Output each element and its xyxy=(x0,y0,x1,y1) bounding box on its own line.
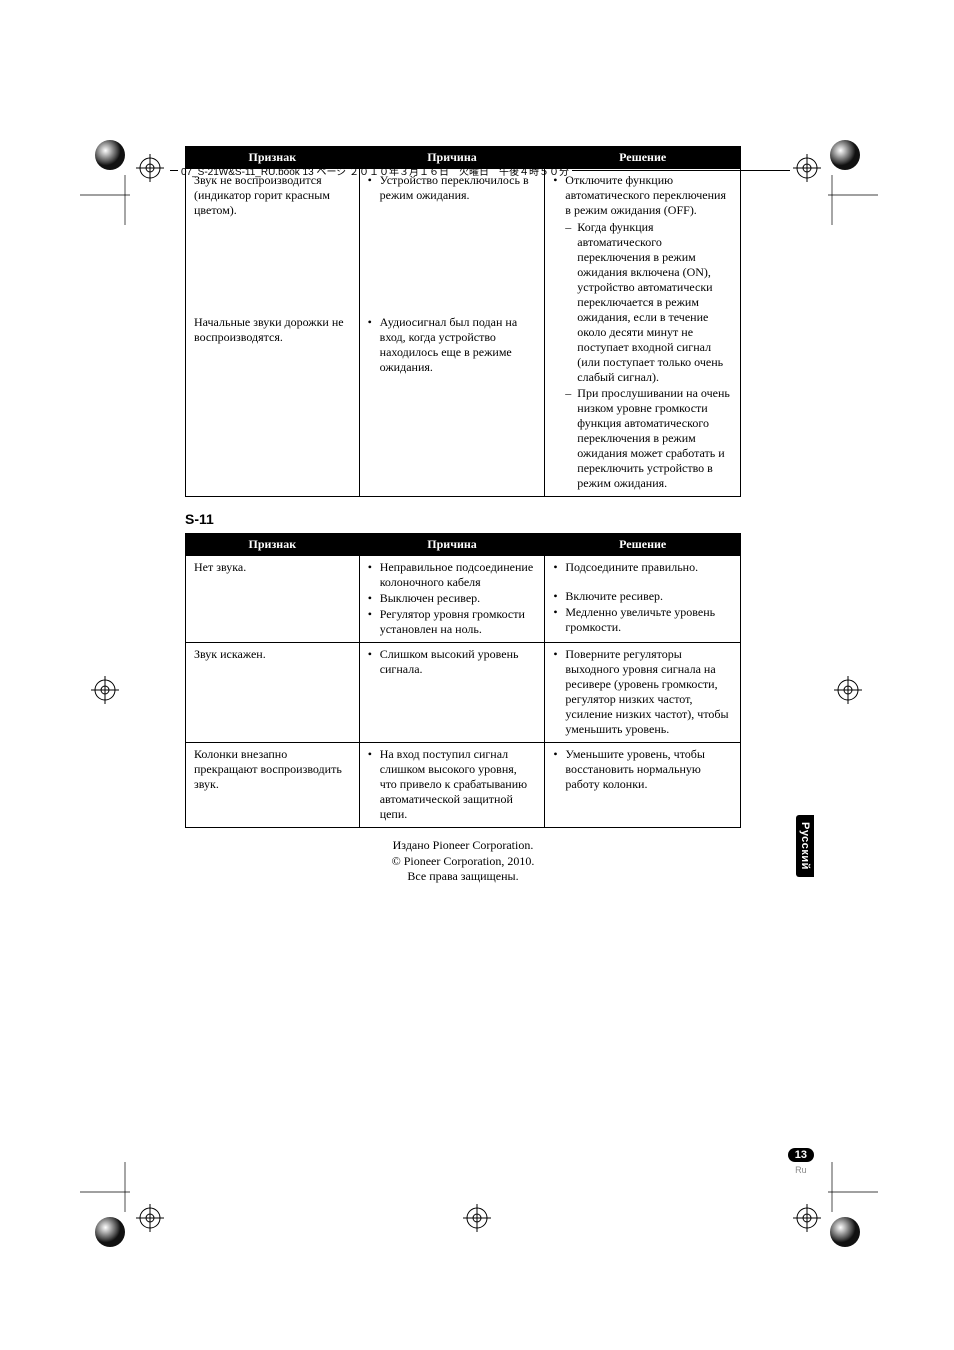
th-symptom: Признак xyxy=(186,147,360,169)
th-cause: Причина xyxy=(359,147,545,169)
solution-item: Поверните регуляторы выходного уровня си… xyxy=(553,647,732,737)
cell-cause: На вход поступил сигнал слишком высокого… xyxy=(359,743,545,828)
footer-line: Издано Pioneer Corporation. xyxy=(185,838,741,854)
section-title: S-11 xyxy=(185,511,775,527)
th-cause: Причина xyxy=(359,534,545,556)
solution-sub: Когда функция автоматического переключен… xyxy=(565,220,732,385)
footer-block: Издано Pioneer Corporation. © Pioneer Co… xyxy=(185,838,741,885)
cell-cause: Устройство переключилось в режим ожидани… xyxy=(359,169,545,312)
cell-cause: Слишком высокий уровень сигнала. xyxy=(359,643,545,743)
cell-cause: Неправильное подсоединение колоночного к… xyxy=(359,556,545,643)
cause-item: Аудиосигнал был подан на вход, когда уст… xyxy=(368,315,537,375)
solution-item: Включите ресивер. xyxy=(553,589,732,604)
cell-solution: Поверните регуляторы выходного уровня си… xyxy=(545,643,741,743)
troubleshoot-table-1: Признак Причина Решение Звук не воспроиз… xyxy=(185,146,741,497)
cause-item: Неправильное подсоединение колоночного к… xyxy=(368,560,537,590)
troubleshoot-table-2: Признак Причина Решение Нет звука. Непра… xyxy=(185,533,741,828)
th-solution: Решение xyxy=(545,147,741,169)
cause-item: Слишком высокий уровень сигнала. xyxy=(368,647,537,677)
solution-item: Уменьшите уровень, чтобы восстановить но… xyxy=(553,747,732,792)
solution-intro: Отключите функцию автоматического перекл… xyxy=(565,173,726,217)
footer-line: Все права защищены. xyxy=(185,869,741,885)
footer-line: © Pioneer Corporation, 2010. xyxy=(185,854,741,870)
cell-symptom: Начальные звуки дорожки не воспроизводят… xyxy=(186,311,360,496)
th-symptom: Признак xyxy=(186,534,360,556)
cause-item: На вход поступил сигнал слишком высокого… xyxy=(368,747,537,822)
solution-item: Подсоедините правильно. xyxy=(553,560,732,575)
cell-solution: Уменьшите уровень, чтобы восстановить но… xyxy=(545,743,741,828)
language-tab: Русский xyxy=(796,815,814,877)
cell-cause: Аудиосигнал был подан на вход, когда уст… xyxy=(359,311,545,496)
cause-item: Устройство переключилось в режим ожидани… xyxy=(368,173,537,203)
solution-sub: При прослушивании на очень низком уровне… xyxy=(565,386,732,491)
table-row: Нет звука. Неправильное подсоединение ко… xyxy=(186,556,741,643)
cell-symptom: Звук искажен. xyxy=(186,643,360,743)
cell-symptom: Колонки внезапно прекращают воспроизводи… xyxy=(186,743,360,828)
cause-item: Регулятор уровня громкости установлен на… xyxy=(368,607,537,637)
table-row: Звук не воспроизводится (индикатор горит… xyxy=(186,169,741,312)
solution-item: Медленно увеличьте уровень громкости. xyxy=(553,605,732,635)
cell-symptom: Звук не воспроизводится (индикатор горит… xyxy=(186,169,360,312)
cause-item: Выключен ресивер. xyxy=(368,591,537,606)
cell-symptom: Нет звука. xyxy=(186,556,360,643)
solution-item: Отключите функцию автоматического перекл… xyxy=(553,173,732,491)
page-number-block: 13 Ru xyxy=(788,1145,814,1175)
page-content: Признак Причина Решение Звук не воспроиз… xyxy=(185,140,775,885)
page-number: 13 xyxy=(788,1148,814,1162)
th-solution: Решение xyxy=(545,534,741,556)
cell-solution: Отключите функцию автоматического перекл… xyxy=(545,169,741,497)
table-row: Колонки внезапно прекращают воспроизводи… xyxy=(186,743,741,828)
page-lang: Ru xyxy=(788,1165,814,1175)
table-row: Звук искажен. Слишком высокий уровень си… xyxy=(186,643,741,743)
cell-solution: Подсоедините правильно. Включите ресивер… xyxy=(545,556,741,643)
